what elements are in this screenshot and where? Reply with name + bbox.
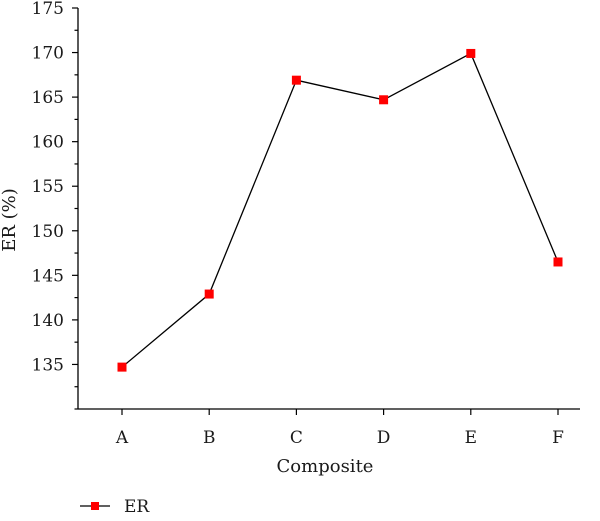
x-tick-label: B (203, 428, 216, 448)
series-er (117, 48, 563, 372)
x-axis-ticks: A B C D E F (115, 409, 564, 448)
legend: ER (80, 497, 150, 517)
x-tick-label: D (377, 428, 391, 448)
y-tick-label: 145 (32, 266, 64, 286)
x-tick-label: F (552, 428, 564, 448)
x-tick-label: E (465, 428, 477, 448)
data-point-c (291, 75, 301, 85)
y-tick-label: 170 (32, 44, 64, 64)
legend-label-er: ER (124, 497, 150, 516)
y-tick-label: 165 (32, 88, 64, 108)
data-point-f (553, 257, 563, 267)
data-point-a (117, 362, 127, 372)
series-line-er (121, 52, 559, 368)
legend-marker-swatch (91, 502, 99, 510)
data-point-e (466, 48, 476, 58)
y-tick-label: 160 (32, 133, 64, 153)
x-tick-label: C (290, 428, 303, 448)
y-tick-label: 135 (32, 355, 64, 375)
y-tick-label: 150 (32, 222, 64, 242)
data-point-b (204, 289, 214, 299)
x-axis-label: Composite (277, 456, 374, 477)
y-tick-label: 155 (32, 177, 64, 197)
data-point-d (379, 95, 389, 105)
y-axis-label: ER (%) (0, 188, 20, 252)
y-tick-label: 175 (32, 0, 64, 19)
y-tick-label: 140 (32, 311, 64, 331)
y-axis-ticks: 135 140 145 150 155 160 165 170 175 (32, 0, 78, 410)
x-tick-label: A (115, 428, 129, 448)
